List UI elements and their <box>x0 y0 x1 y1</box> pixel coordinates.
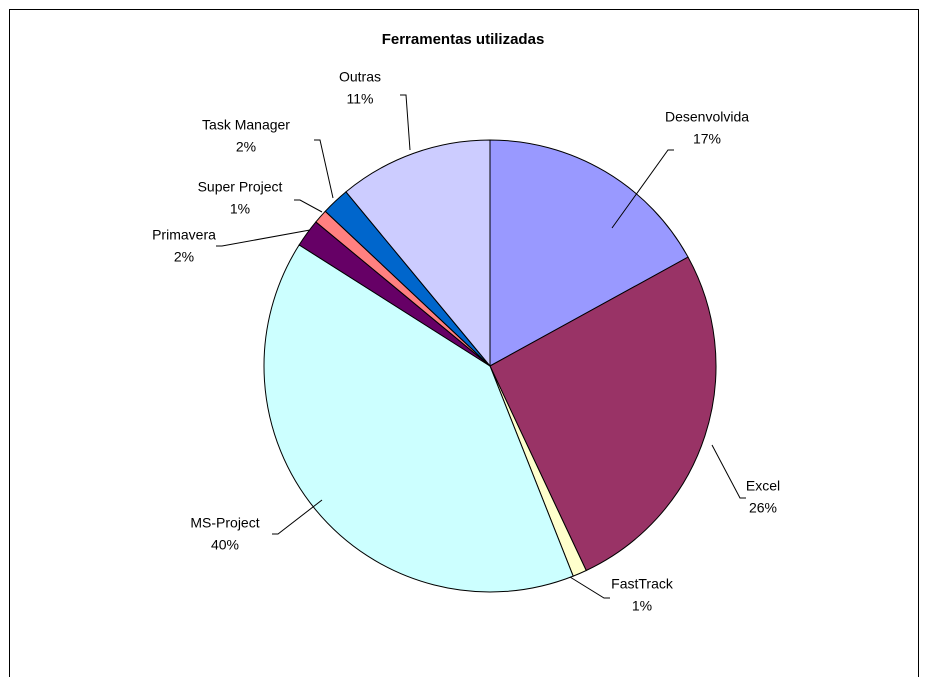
slice-label: Task Manager <box>202 117 290 133</box>
slice-value-label: 17% <box>693 131 721 147</box>
pie-slice <box>489 256 717 572</box>
leader-line <box>611 149 674 229</box>
leader-line <box>216 229 311 247</box>
pie-slice <box>263 244 574 593</box>
slice-label: Desenvolvida <box>665 109 749 125</box>
pie-slice <box>345 139 491 368</box>
slice-label: Super Project <box>198 179 283 195</box>
slice-value-label: 1% <box>632 598 652 614</box>
slice-label: Primavera <box>152 227 216 243</box>
slice-label: FastTrack <box>611 576 674 592</box>
slice-label: Outras <box>339 69 381 85</box>
slice-value-label: 2% <box>236 139 256 155</box>
leader-line <box>711 444 746 499</box>
slice-value-label: 26% <box>749 500 777 516</box>
slice-value-label: 11% <box>347 91 374 107</box>
slice-label: Excel <box>746 478 780 494</box>
slice-value-label: 1% <box>230 201 250 217</box>
leader-line <box>314 139 334 199</box>
leader-line <box>294 199 323 213</box>
leader-line <box>569 576 610 599</box>
slice-value-label: 40% <box>211 537 239 553</box>
leader-line <box>272 499 323 535</box>
slice-value-label: 2% <box>174 249 194 265</box>
slice-label: MS-Project <box>190 515 259 531</box>
chart-title: Ferramentas utilizadas <box>382 31 545 48</box>
pie-slice <box>489 139 689 367</box>
leader-line <box>400 94 411 151</box>
